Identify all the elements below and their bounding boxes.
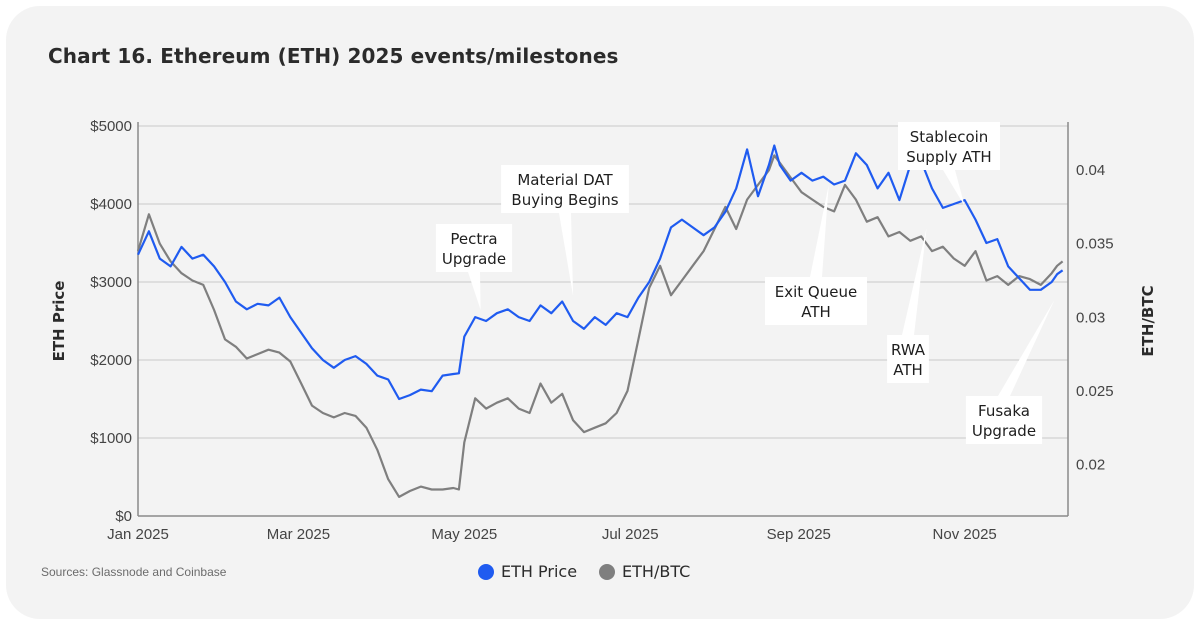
chart-title: Chart 16. Ethereum (ETH) 2025 events/mil… — [48, 44, 619, 68]
legend-label-eth-btc: ETH/BTC — [622, 562, 691, 581]
annotation-box — [965, 396, 1043, 444]
annotation-label: Material DAT — [517, 171, 613, 189]
legend-item-eth-btc[interactable]: ETH/BTC — [599, 562, 690, 581]
y-tick-label: $3000 — [90, 274, 132, 291]
legend-swatch-eth-btc — [599, 563, 616, 580]
legend-swatch-eth-price — [478, 563, 494, 580]
y2-tick-label: 0.025 — [1076, 383, 1114, 400]
source-note: Sources: Glassnode and Coinbase — [41, 565, 227, 579]
annotation-label: Supply ATH — [906, 148, 991, 166]
annotation-label: Upgrade — [442, 250, 506, 268]
annotation-label: ATH — [893, 361, 923, 379]
y-tick-label: $2000 — [90, 352, 132, 369]
x-tick-label: Jul 2025 — [602, 526, 659, 543]
y-tick-label: $1000 — [90, 430, 132, 447]
annotation-pointer — [559, 213, 574, 296]
series-line-eth-btc — [136, 154, 1064, 498]
legend: ETH Price ETH/BTC — [478, 562, 712, 581]
x-tick-label: Sep 2025 — [767, 526, 831, 543]
annotation-pointer — [468, 272, 481, 310]
annotation-label: ATH — [801, 303, 831, 321]
annotation-pointer — [943, 170, 965, 206]
annotation-pointer — [902, 228, 927, 335]
annotation-box — [887, 335, 929, 383]
annotation-box — [501, 165, 629, 213]
y-tick-label: $5000 — [90, 118, 132, 135]
y-tick-label: $0 — [115, 508, 132, 525]
y2-tick-label: 0.035 — [1076, 236, 1114, 253]
y2-tick-label: 0.02 — [1076, 456, 1105, 473]
annotation-label: Pectra — [450, 230, 497, 248]
y-tick-label: $4000 — [90, 196, 132, 213]
legend-item-eth-price[interactable]: ETH Price — [478, 562, 577, 581]
y2-tick-label: 0.04 — [1076, 162, 1105, 179]
annotation-pointer — [998, 300, 1055, 396]
annotation-label: RWA — [891, 341, 926, 359]
y2-tick-label: 0.03 — [1076, 309, 1105, 326]
chart-card: Chart 16. Ethereum (ETH) 2025 events/mil… — [6, 6, 1194, 619]
y-axis-title: ETH Price — [50, 281, 68, 362]
annotation-box — [898, 122, 1000, 170]
x-tick-label: May 2025 — [431, 526, 497, 543]
annotation-box — [765, 277, 867, 325]
x-tick-label: Nov 2025 — [933, 526, 997, 543]
annotation-label: Exit Queue — [775, 283, 857, 301]
y2-axis-title: ETH/BTC — [1139, 285, 1157, 356]
annotation-pointer — [810, 185, 829, 277]
x-tick-label: Mar 2025 — [267, 526, 330, 543]
annotation-label: Stablecoin — [910, 128, 989, 146]
annotation-label: Upgrade — [972, 422, 1036, 440]
legend-label-eth-price: ETH Price — [501, 562, 578, 581]
x-tick-label: Jan 2025 — [107, 526, 169, 543]
annotation-label: Buying Begins — [511, 191, 618, 209]
annotation-label: Fusaka — [978, 402, 1030, 420]
annotation-box — [435, 224, 513, 272]
